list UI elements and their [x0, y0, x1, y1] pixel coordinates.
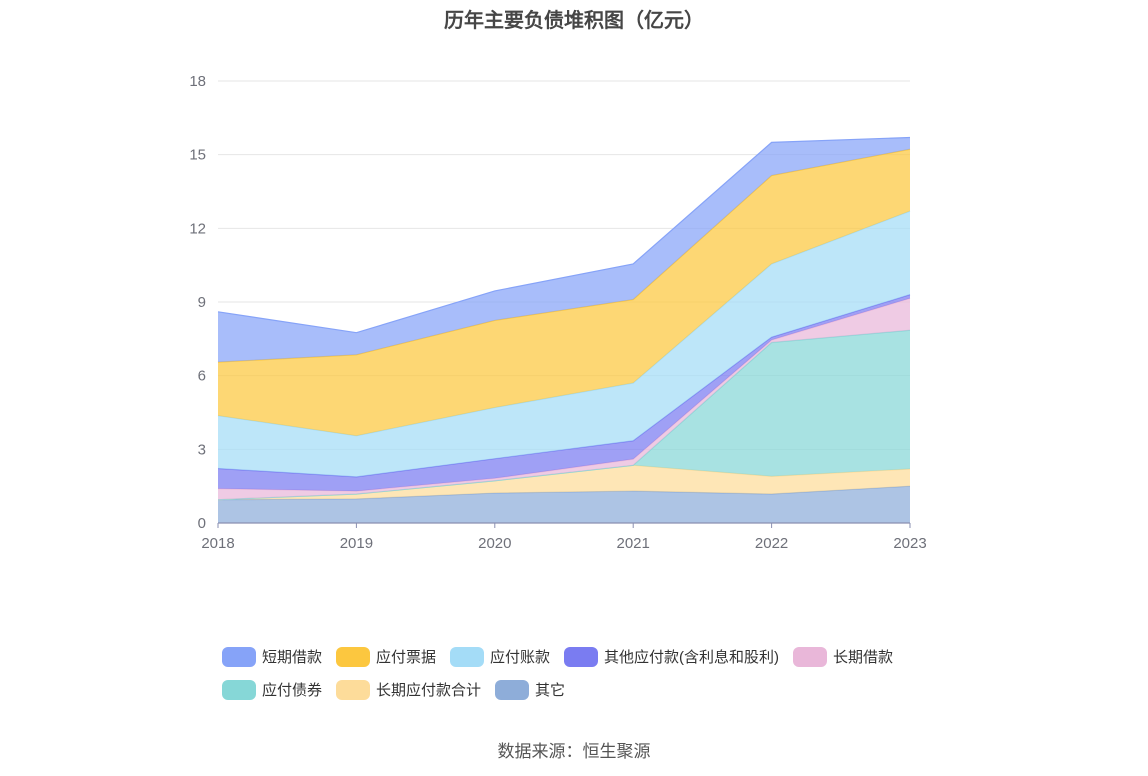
legend-item[interactable]: 长期借款 — [793, 646, 893, 667]
legend-item[interactable]: 应付票据 — [336, 646, 436, 667]
y-tick-label: 3 — [198, 441, 206, 458]
legend-row: 应付债券 长期应付款合计 其它 — [222, 673, 982, 706]
area-series — [218, 294, 910, 492]
x-tick-label: 2019 — [340, 535, 373, 552]
stacked-area-chart: 0 3 6 9 12 15 18 2018 2019 2020 2021 2022 2023 — [189, 73, 926, 552]
legend-swatch — [495, 679, 530, 700]
legend-swatch — [564, 646, 599, 667]
legend-label: 其他应付款(含利息和股利) — [604, 649, 780, 666]
x-tick-label: 2020 — [478, 535, 511, 552]
legend-item[interactable]: 长期应付款合计 — [336, 679, 481, 700]
y-tick-label: 15 — [189, 147, 206, 164]
y-tick-label: 18 — [189, 73, 206, 90]
legend-label: 短期借款 — [262, 649, 323, 666]
x-tick-label: 2018 — [201, 535, 234, 552]
legend-swatch — [793, 646, 828, 667]
legend-item[interactable]: 短期借款 — [222, 646, 322, 667]
y-tick-label: 0 — [198, 515, 206, 532]
x-tick-label: 2021 — [617, 535, 650, 552]
data-source: 数据来源：恒生聚源 — [497, 742, 651, 761]
legend-item[interactable]: 应付账款 — [450, 646, 550, 667]
legend-swatch — [222, 679, 256, 700]
y-tick-label: 12 — [189, 220, 206, 237]
x-tick-label: 2022 — [755, 535, 788, 552]
series-line — [217, 136, 911, 334]
area-series — [218, 486, 910, 523]
chart-title: 历年主要负债堆积图（亿元） — [444, 10, 704, 32]
legend-swatch — [336, 646, 371, 667]
legend-label: 应付债券 — [262, 682, 323, 699]
area-series — [218, 137, 910, 363]
legend: 短期借款 应付票据 应付账款 其他应付款(含利息和股利) 长期借款 应付债券 长期应付款合… — [222, 640, 982, 706]
legend-swatch — [336, 679, 371, 700]
legend-row: 短期借款 应付票据 应付账款 其他应付款(含利息和股利) 长期借款 — [222, 640, 982, 673]
legend-label: 应付账款 — [490, 649, 551, 666]
x-tick-label: 2023 — [893, 535, 926, 552]
legend-label: 长期应付款合计 — [376, 682, 482, 699]
area-series — [218, 330, 910, 500]
legend-label: 应付票据 — [376, 649, 437, 666]
y-tick-label: 6 — [198, 368, 206, 385]
legend-item[interactable]: 应付债券 — [222, 679, 322, 700]
legend-item[interactable]: 其它 — [495, 679, 565, 700]
legend-swatch — [450, 646, 485, 667]
legend-label: 长期借款 — [833, 649, 894, 666]
legend-item[interactable]: 其他应付款(含利息和股利) — [564, 646, 779, 667]
y-tick-label: 9 — [198, 294, 206, 311]
legend-swatch — [222, 646, 256, 667]
legend-label: 其它 — [535, 682, 566, 699]
area-series — [218, 149, 910, 436]
